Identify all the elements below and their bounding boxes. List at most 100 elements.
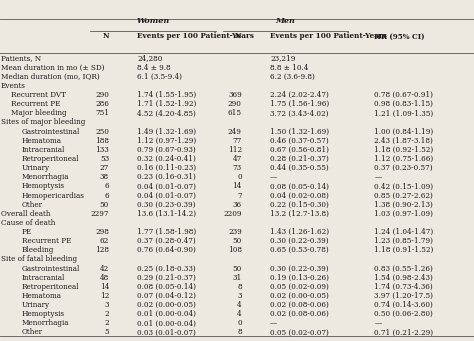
Text: 2: 2 bbox=[104, 310, 109, 318]
Text: 0.01 (0.00-0.04): 0.01 (0.00-0.04) bbox=[137, 319, 196, 327]
Text: HR (95% CI): HR (95% CI) bbox=[374, 32, 425, 40]
Text: 1.12 (0.75-1.66): 1.12 (0.75-1.66) bbox=[374, 155, 434, 163]
Text: 2: 2 bbox=[104, 319, 109, 327]
Text: Menorrhagia: Menorrhagia bbox=[22, 319, 69, 327]
Text: 4: 4 bbox=[237, 310, 242, 318]
Text: 1.74 (1.55-1.95): 1.74 (1.55-1.95) bbox=[137, 91, 197, 99]
Text: 14: 14 bbox=[100, 283, 109, 291]
Text: Menorrhagia: Menorrhagia bbox=[22, 173, 69, 181]
Text: Intracranial: Intracranial bbox=[22, 274, 65, 282]
Text: 3.72 (3.43-4.02): 3.72 (3.43-4.02) bbox=[270, 109, 328, 117]
Text: Hematoma: Hematoma bbox=[22, 292, 62, 300]
Text: 0.65 (0.53-0.78): 0.65 (0.53-0.78) bbox=[270, 246, 329, 254]
Text: 0.02 (0.00-0.05): 0.02 (0.00-0.05) bbox=[270, 292, 329, 300]
Text: 239: 239 bbox=[228, 228, 242, 236]
Text: Urinary: Urinary bbox=[22, 301, 50, 309]
Text: 0.37 (0.23-0.57): 0.37 (0.23-0.57) bbox=[374, 164, 433, 172]
Text: 108: 108 bbox=[228, 246, 242, 254]
Text: 0.05 (0.02-0.07): 0.05 (0.02-0.07) bbox=[270, 328, 329, 337]
Text: 290: 290 bbox=[95, 91, 109, 99]
Text: Site of fatal bleeding: Site of fatal bleeding bbox=[1, 255, 77, 263]
Text: 2.43 (1.87-3.18): 2.43 (1.87-3.18) bbox=[374, 137, 433, 145]
Text: 0.05 (0.02-0.09): 0.05 (0.02-0.09) bbox=[270, 283, 329, 291]
Text: Gastrointestinal: Gastrointestinal bbox=[22, 265, 80, 272]
Text: 53: 53 bbox=[100, 155, 109, 163]
Text: Patients, N: Patients, N bbox=[1, 55, 41, 62]
Text: Recurrent PE: Recurrent PE bbox=[22, 237, 71, 245]
Text: 0.76 (0.64-0.90): 0.76 (0.64-0.90) bbox=[137, 246, 196, 254]
Text: 4.52 (4.20-4.85): 4.52 (4.20-4.85) bbox=[137, 109, 196, 117]
Text: 36: 36 bbox=[233, 201, 242, 209]
Text: 1.18 (0.92-1.52): 1.18 (0.92-1.52) bbox=[374, 146, 434, 154]
Text: Other: Other bbox=[22, 201, 43, 209]
Text: Women: Women bbox=[136, 17, 170, 25]
Text: 7: 7 bbox=[237, 192, 242, 199]
Text: 0.02 (0.08-0.06): 0.02 (0.08-0.06) bbox=[270, 310, 329, 318]
Text: 188: 188 bbox=[95, 137, 109, 145]
Text: 0.01 (0.00-0.04): 0.01 (0.00-0.04) bbox=[137, 310, 196, 318]
Text: 0.02 (0.08-0.06): 0.02 (0.08-0.06) bbox=[270, 301, 329, 309]
Text: 0.03 (0.01-0.07): 0.03 (0.01-0.07) bbox=[137, 328, 196, 337]
Text: 73: 73 bbox=[233, 164, 242, 172]
Text: 27: 27 bbox=[100, 164, 109, 172]
Text: Hemoptysis: Hemoptysis bbox=[22, 182, 65, 190]
Text: 286: 286 bbox=[95, 100, 109, 108]
Text: Retroperitoneal: Retroperitoneal bbox=[22, 283, 80, 291]
Text: 1.71 (1.52-1.92): 1.71 (1.52-1.92) bbox=[137, 100, 197, 108]
Text: Gastrointestinal: Gastrointestinal bbox=[22, 128, 80, 136]
Text: Men: Men bbox=[276, 17, 295, 25]
Text: 47: 47 bbox=[232, 155, 242, 163]
Text: 0.42 (0.15-1.09): 0.42 (0.15-1.09) bbox=[374, 182, 434, 190]
Text: 38: 38 bbox=[100, 173, 109, 181]
Text: 1.49 (1.32-1.69): 1.49 (1.32-1.69) bbox=[137, 128, 197, 136]
Text: 50: 50 bbox=[100, 201, 109, 209]
Text: Events per 100 Patient-Years: Events per 100 Patient-Years bbox=[270, 32, 387, 40]
Text: 133: 133 bbox=[95, 146, 109, 154]
Text: 31: 31 bbox=[232, 274, 242, 282]
Text: N: N bbox=[235, 32, 242, 40]
Text: —: — bbox=[374, 173, 382, 181]
Text: —: — bbox=[270, 319, 277, 327]
Text: 2209: 2209 bbox=[223, 210, 242, 218]
Text: Urinary: Urinary bbox=[22, 164, 50, 172]
Text: 249: 249 bbox=[228, 128, 242, 136]
Text: Mean duration in mo (± SD): Mean duration in mo (± SD) bbox=[1, 64, 104, 72]
Text: Recurrent PE: Recurrent PE bbox=[11, 100, 61, 108]
Text: —: — bbox=[374, 319, 382, 327]
Text: 8.4 ± 9.8: 8.4 ± 9.8 bbox=[137, 64, 171, 72]
Text: 0.74 (0.14-3.60): 0.74 (0.14-3.60) bbox=[374, 301, 433, 309]
Text: 290: 290 bbox=[228, 100, 242, 108]
Text: 42: 42 bbox=[100, 265, 109, 272]
Text: 1.77 (1.58-1.98): 1.77 (1.58-1.98) bbox=[137, 228, 197, 236]
Text: Median duration (mo, IQR): Median duration (mo, IQR) bbox=[1, 73, 100, 81]
Text: 369: 369 bbox=[228, 91, 242, 99]
Text: Hemoptysis: Hemoptysis bbox=[22, 310, 65, 318]
Text: 3: 3 bbox=[105, 301, 109, 309]
Text: Events per 100 Patient-Years: Events per 100 Patient-Years bbox=[137, 32, 255, 40]
Text: 13.6 (13.1-14.2): 13.6 (13.1-14.2) bbox=[137, 210, 197, 218]
Text: 3: 3 bbox=[237, 292, 242, 300]
Text: 250: 250 bbox=[95, 128, 109, 136]
Text: 8: 8 bbox=[237, 283, 242, 291]
Text: 0.30 (0.23-0.39): 0.30 (0.23-0.39) bbox=[137, 201, 196, 209]
Text: 6.1 (3.5-9.4): 6.1 (3.5-9.4) bbox=[137, 73, 182, 81]
Text: Major bleeding: Major bleeding bbox=[11, 109, 67, 117]
Text: 6: 6 bbox=[104, 192, 109, 199]
Text: 8: 8 bbox=[237, 328, 242, 337]
Text: Other: Other bbox=[22, 328, 43, 337]
Text: 24,280: 24,280 bbox=[137, 55, 163, 62]
Text: 3.97 (1.20-17.5): 3.97 (1.20-17.5) bbox=[374, 292, 433, 300]
Text: Overall death: Overall death bbox=[1, 210, 50, 218]
Text: 615: 615 bbox=[228, 109, 242, 117]
Text: 1.24 (1.04-1.47): 1.24 (1.04-1.47) bbox=[374, 228, 434, 236]
Text: Retroperitoneal: Retroperitoneal bbox=[22, 155, 80, 163]
Text: 0.30 (0.22-0.39): 0.30 (0.22-0.39) bbox=[270, 237, 329, 245]
Text: 1.12 (0.97-1.29): 1.12 (0.97-1.29) bbox=[137, 137, 197, 145]
Text: 0.08 (0.05-0.14): 0.08 (0.05-0.14) bbox=[270, 182, 329, 190]
Text: Sites of major bleeding: Sites of major bleeding bbox=[1, 118, 85, 127]
Text: 1.00 (0.84-1.19): 1.00 (0.84-1.19) bbox=[374, 128, 434, 136]
Text: —: — bbox=[270, 173, 277, 181]
Text: 1.74 (0.73-4.36): 1.74 (0.73-4.36) bbox=[374, 283, 433, 291]
Text: 0.85 (0.27-2.62): 0.85 (0.27-2.62) bbox=[374, 192, 433, 199]
Text: 0.22 (0.15-0.30): 0.22 (0.15-0.30) bbox=[270, 201, 329, 209]
